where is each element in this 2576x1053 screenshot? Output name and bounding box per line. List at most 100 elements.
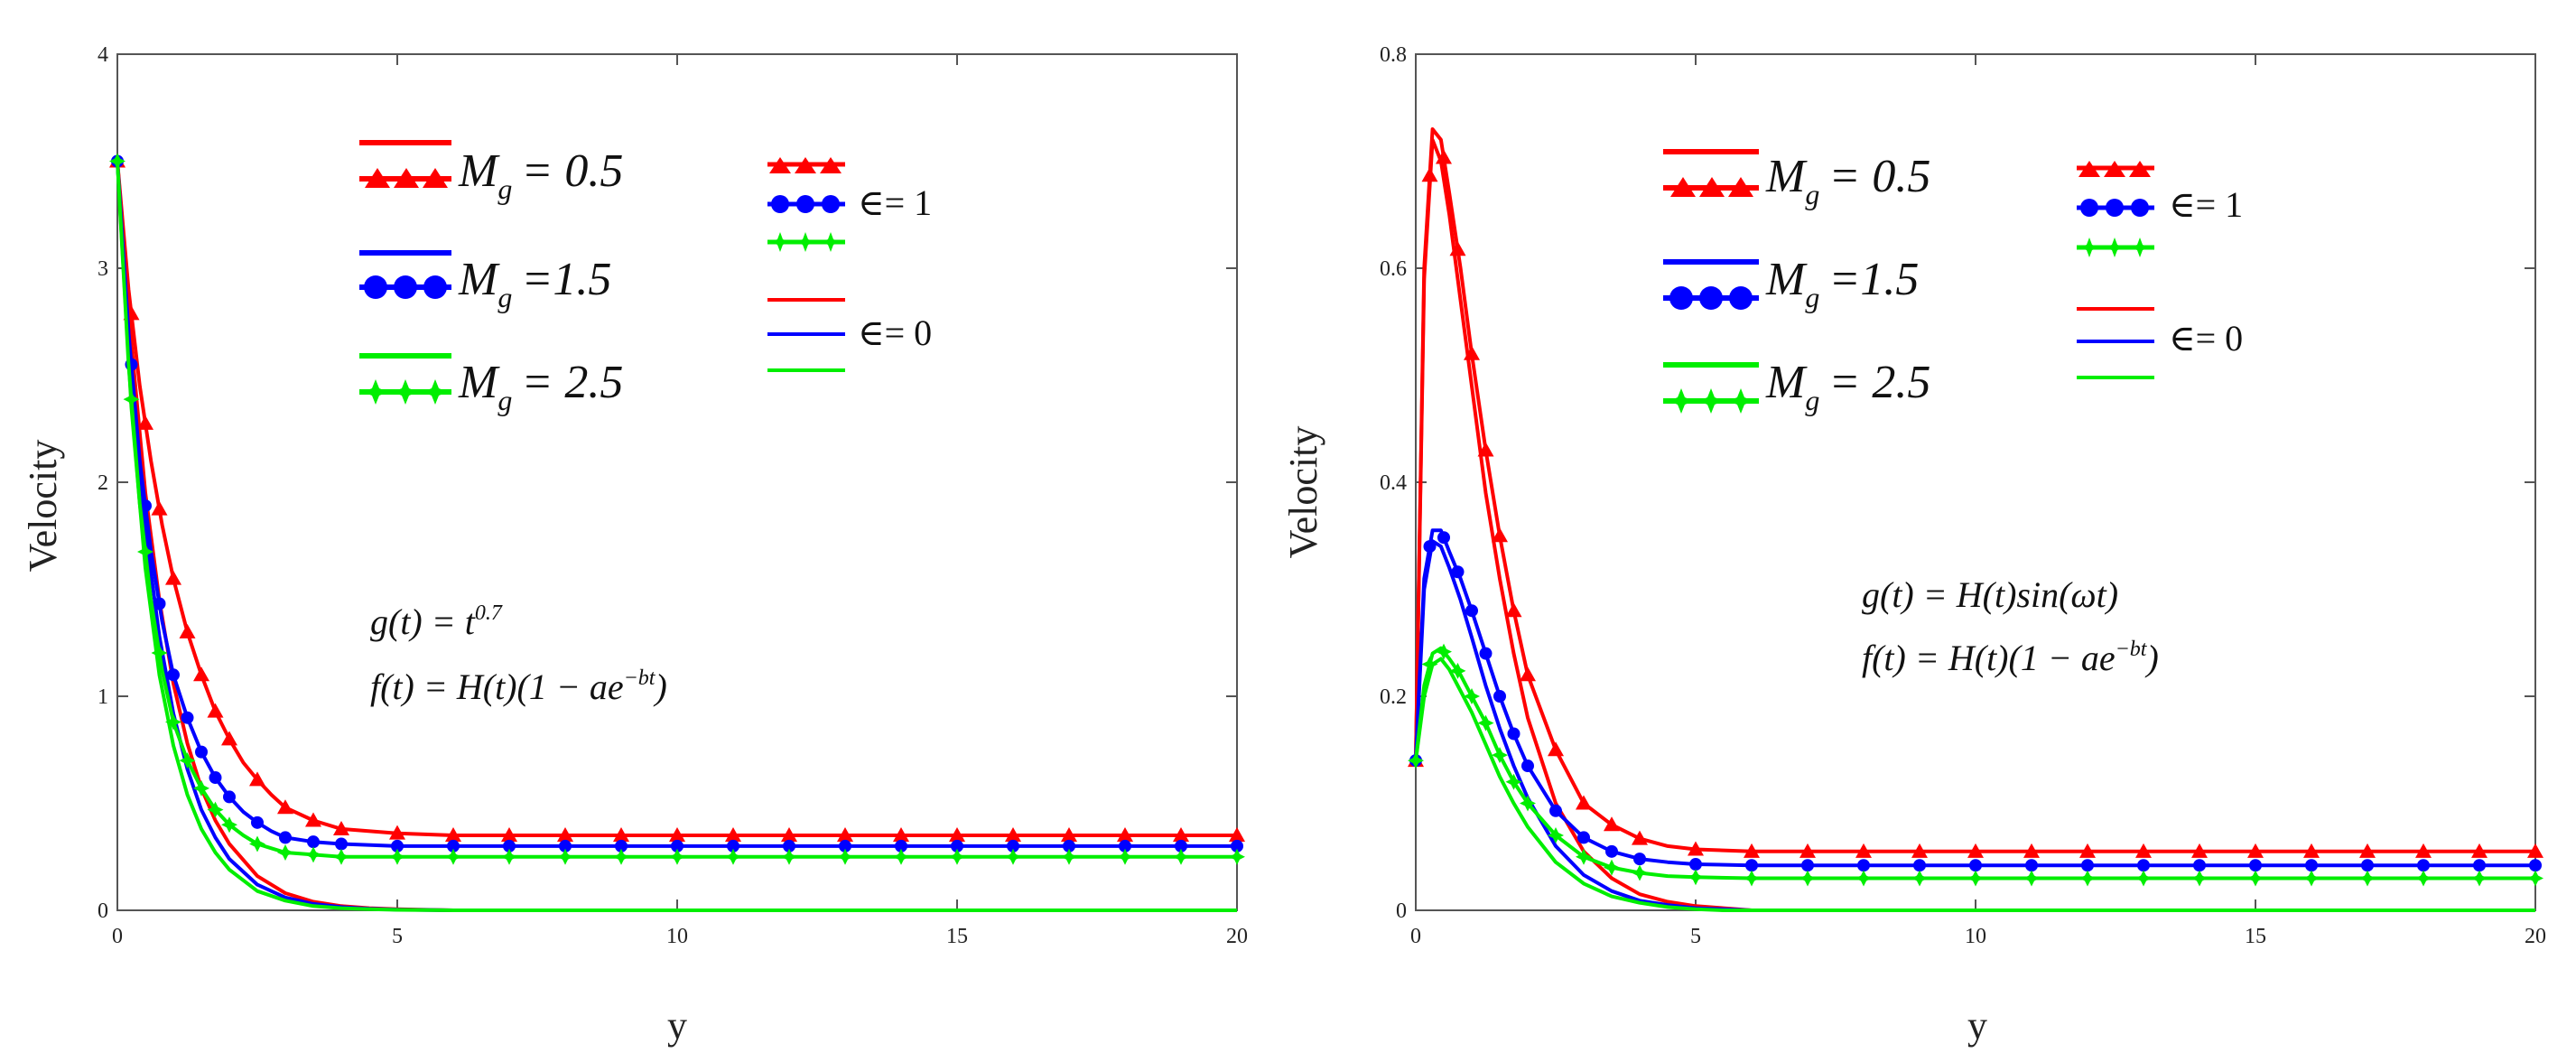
annotation: g(t) = t0.7 f(t) = H(t)(1 − ae−bt)	[370, 601, 667, 707]
y-axis-label: Velocity	[1281, 426, 1325, 559]
series-marker	[1505, 602, 1522, 618]
series-marker	[1507, 727, 1520, 741]
series-marker	[2471, 870, 2488, 887]
series-line	[1414, 657, 2535, 912]
series-marker	[1521, 759, 1534, 773]
y-axis-label: Velocity	[21, 440, 65, 573]
series-marker	[193, 666, 209, 682]
series-marker	[557, 848, 573, 865]
series-marker	[1007, 839, 1019, 853]
legend-mg-label-2: M	[458, 357, 500, 408]
legend-mg-value-2: = 2.5	[521, 357, 623, 408]
legend-mg-value-2: = 2.5	[1828, 357, 1930, 408]
series-marker	[307, 835, 320, 849]
series-marker	[1492, 527, 1508, 543]
annotation-f-exp: −bt	[2116, 638, 2148, 661]
series-marker	[179, 752, 196, 769]
series-marker	[893, 827, 909, 843]
series-marker	[391, 839, 404, 853]
series-marker	[725, 848, 741, 865]
series-marker	[151, 500, 168, 516]
series-marker	[781, 848, 797, 865]
series-marker	[195, 745, 208, 759]
legend-mg-value-0: = 0.5	[1828, 151, 1930, 202]
series-marker	[2415, 870, 2432, 887]
series-marker	[1520, 795, 1536, 812]
series-marker	[1505, 773, 1522, 790]
series-marker	[207, 703, 224, 718]
series-marker	[207, 801, 224, 818]
series-marker	[139, 499, 152, 513]
series-marker	[1689, 858, 1702, 871]
series-marker	[949, 848, 965, 865]
series-marker	[2023, 870, 2040, 887]
series-marker	[725, 827, 741, 843]
legend-mg-label-1: M	[1765, 254, 1808, 305]
series-marker	[613, 827, 629, 843]
series-marker	[2079, 870, 2096, 887]
series-marker	[1577, 831, 1590, 844]
x-tick-label: 5	[392, 925, 403, 948]
legend-mg-value-0: = 0.5	[521, 145, 623, 197]
series-marker	[1464, 345, 1480, 360]
series-marker	[1605, 844, 1618, 858]
x-axis-label: y	[667, 1003, 687, 1048]
x-axis-label: y	[1967, 1003, 1987, 1048]
svg-text:f(t) = H(t)(1 − ae−bt): f(t) = H(t)(1 − ae−bt)	[370, 666, 667, 707]
legend-entry-mg-2.5: Mg = 2.5	[359, 353, 623, 416]
series-marker	[2023, 843, 2040, 858]
series-marker	[1548, 827, 1564, 844]
legend-mg-sub-2: g	[1805, 384, 1819, 416]
series-line	[116, 161, 1237, 837]
x-tick-label: 20	[2525, 925, 2546, 948]
series-marker	[221, 816, 237, 834]
series-marker	[669, 827, 685, 843]
series-marker	[1423, 540, 1437, 554]
series-marker	[1576, 795, 1592, 810]
legend-triangle-markers	[365, 168, 448, 188]
x-tick-label: 10	[1965, 925, 1986, 948]
series-marker	[1799, 870, 1816, 887]
series-marker	[1464, 688, 1480, 704]
series-marker	[279, 831, 292, 844]
y-tick-label: 0.8	[1380, 43, 1407, 67]
series-marker	[193, 779, 209, 797]
series-marker	[2471, 843, 2488, 858]
series-marker	[335, 837, 348, 851]
plot-frame	[1415, 53, 2536, 911]
series-marker	[1967, 843, 1984, 858]
legend-entry-mg-2.5: Mg = 2.5	[1663, 357, 1930, 416]
series-marker	[1117, 827, 1133, 843]
series-marker	[1477, 714, 1494, 732]
annotation-f-close: )	[2144, 638, 2158, 678]
series-marker	[2529, 859, 2542, 872]
series-line	[116, 161, 1237, 848]
legend-circle-markers	[364, 275, 447, 299]
legend-entry-mg-0.5: Mg = 0.5	[1663, 149, 1930, 210]
series-marker	[501, 848, 517, 865]
svg-text:f(t) = H(t)(1 − ae−bt): f(t) = H(t)(1 − ae−bt)	[1862, 638, 2159, 678]
svg-text:Mg= 0.5: Mg = 0.5	[1765, 151, 1930, 210]
svg-text:Mg= 2.5: Mg = 2.5	[458, 357, 623, 416]
series-marker	[167, 668, 180, 682]
series-marker	[1632, 830, 1648, 845]
series-marker	[949, 827, 965, 843]
y-tick-label: 0	[98, 899, 108, 923]
series-marker	[447, 839, 460, 853]
series-marker	[305, 846, 321, 863]
series-marker	[2303, 843, 2320, 858]
series-marker	[1449, 241, 1466, 256]
y-tick-label: 0.2	[1380, 685, 1407, 709]
series-marker	[1421, 167, 1438, 182]
series-marker	[333, 848, 349, 865]
series-marker	[1969, 859, 1982, 872]
series-marker	[2249, 859, 2262, 872]
series-marker	[2193, 859, 2206, 872]
series-marker	[2191, 843, 2208, 858]
series-marker	[1633, 853, 1646, 866]
series-marker	[2415, 843, 2432, 858]
series-marker	[305, 812, 321, 827]
chart-left: 0 5 10 15 20 0 1 2 3 4 Velocity y Mg = 0.5 Mg =1.5	[21, 43, 1248, 1048]
series-marker	[1632, 864, 1648, 881]
legend-mg-label-2: M	[1765, 357, 1808, 408]
